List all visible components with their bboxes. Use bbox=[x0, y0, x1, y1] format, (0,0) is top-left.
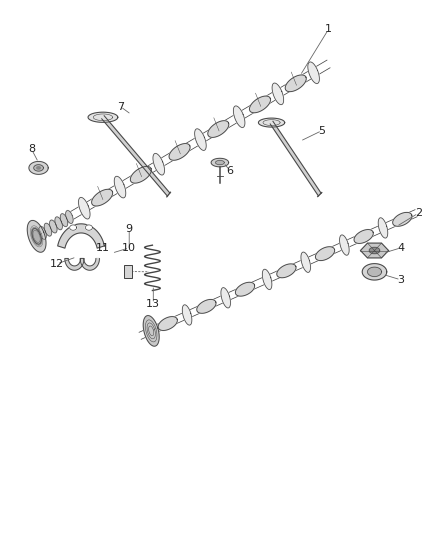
Polygon shape bbox=[143, 316, 159, 346]
Polygon shape bbox=[315, 247, 335, 261]
Text: 1: 1 bbox=[325, 25, 332, 34]
Polygon shape bbox=[301, 252, 311, 272]
Polygon shape bbox=[369, 247, 380, 254]
Polygon shape bbox=[215, 160, 224, 165]
Polygon shape bbox=[49, 220, 57, 233]
FancyBboxPatch shape bbox=[124, 265, 132, 278]
Polygon shape bbox=[339, 235, 349, 255]
Polygon shape bbox=[169, 143, 190, 160]
Polygon shape bbox=[182, 305, 192, 325]
Polygon shape bbox=[270, 121, 321, 196]
Polygon shape bbox=[277, 264, 296, 278]
Polygon shape bbox=[131, 166, 152, 183]
Polygon shape bbox=[360, 243, 389, 258]
Polygon shape bbox=[354, 230, 373, 244]
Text: 2: 2 bbox=[415, 208, 422, 218]
Polygon shape bbox=[367, 267, 381, 277]
Text: 13: 13 bbox=[146, 299, 160, 309]
Polygon shape bbox=[235, 282, 254, 296]
Polygon shape bbox=[58, 224, 104, 248]
Polygon shape bbox=[70, 225, 77, 230]
Polygon shape bbox=[262, 269, 272, 289]
Polygon shape bbox=[378, 218, 388, 238]
Polygon shape bbox=[362, 264, 387, 280]
Polygon shape bbox=[258, 118, 285, 127]
Text: 6: 6 bbox=[226, 166, 233, 175]
Polygon shape bbox=[308, 62, 319, 84]
Polygon shape bbox=[272, 83, 284, 104]
Polygon shape bbox=[60, 214, 68, 227]
Polygon shape bbox=[102, 116, 170, 196]
Polygon shape bbox=[66, 211, 73, 223]
Polygon shape bbox=[233, 106, 245, 127]
Polygon shape bbox=[250, 96, 271, 113]
Polygon shape bbox=[44, 223, 52, 236]
Text: 11: 11 bbox=[96, 243, 110, 253]
Polygon shape bbox=[197, 300, 216, 313]
Polygon shape bbox=[208, 120, 229, 138]
Text: 8: 8 bbox=[28, 144, 35, 154]
Polygon shape bbox=[80, 259, 99, 270]
Polygon shape bbox=[32, 228, 41, 244]
Polygon shape bbox=[285, 75, 306, 92]
Polygon shape bbox=[55, 217, 62, 230]
Polygon shape bbox=[88, 112, 118, 123]
Polygon shape bbox=[158, 317, 177, 330]
Polygon shape bbox=[39, 227, 46, 239]
Text: 4: 4 bbox=[397, 243, 404, 253]
Polygon shape bbox=[78, 197, 90, 219]
Polygon shape bbox=[85, 225, 92, 230]
Polygon shape bbox=[27, 221, 46, 252]
Polygon shape bbox=[37, 167, 40, 169]
Text: 10: 10 bbox=[122, 243, 136, 253]
Text: 5: 5 bbox=[318, 126, 325, 135]
Polygon shape bbox=[153, 154, 165, 175]
Polygon shape bbox=[114, 176, 126, 198]
Text: 7: 7 bbox=[117, 102, 124, 111]
Polygon shape bbox=[34, 165, 43, 171]
Text: 3: 3 bbox=[397, 275, 404, 285]
Polygon shape bbox=[92, 189, 113, 206]
Polygon shape bbox=[393, 213, 412, 226]
Polygon shape bbox=[221, 288, 230, 308]
Text: 12: 12 bbox=[50, 259, 64, 269]
Polygon shape bbox=[211, 158, 229, 167]
Polygon shape bbox=[194, 129, 206, 150]
Polygon shape bbox=[29, 161, 48, 174]
Text: 9: 9 bbox=[126, 224, 133, 234]
Polygon shape bbox=[65, 259, 84, 270]
